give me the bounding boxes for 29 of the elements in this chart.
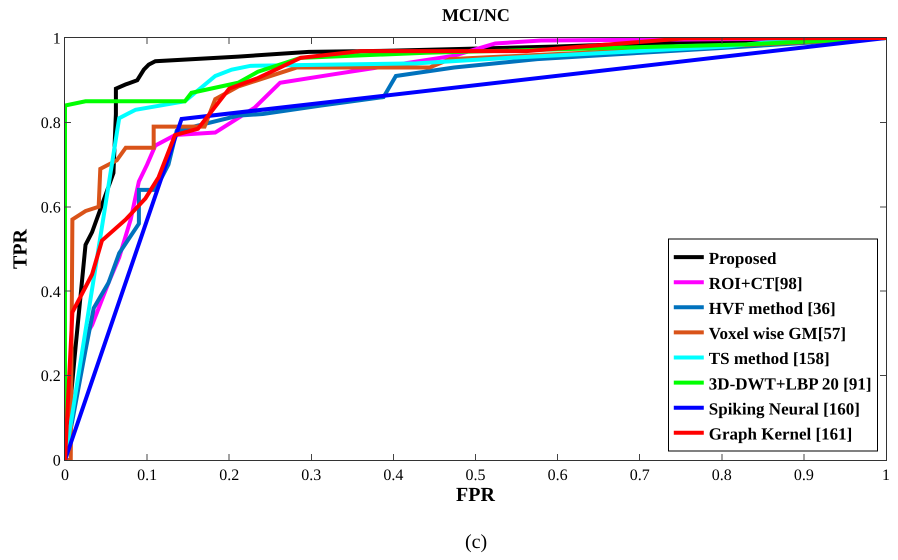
legend-label: Spiking Neural [160] <box>708 399 860 418</box>
x-tick-label: 0.3 <box>301 467 322 484</box>
x-axis-title: FPR <box>456 484 496 506</box>
x-tick-label: 0.5 <box>466 467 486 484</box>
legend-label: HVF method [36] <box>708 298 836 318</box>
y-tick-label: 0.2 <box>40 368 61 386</box>
text: (c) <box>465 531 488 553</box>
legend-label: Proposed <box>708 248 778 268</box>
y-tick-label: 1 <box>52 30 61 48</box>
legend-label: TS method [158] <box>708 349 830 368</box>
y-tick-label: 0.8 <box>40 115 61 132</box>
line-series <box>65 38 886 460</box>
x-tick-label: 0.2 <box>219 467 240 484</box>
legend-label: ROI+CT[98] <box>708 274 803 293</box>
x-tick-label: 0.8 <box>712 467 732 484</box>
legend-label: Voxel wise GM[57] <box>708 324 846 344</box>
x-tick-label: 0.9 <box>794 467 814 484</box>
x-tick-label: 0.6 <box>548 467 568 484</box>
x-tick-label: 1 <box>882 467 890 484</box>
x-tick-label: 0.4 <box>383 467 404 484</box>
x-tick-label: 0.7 <box>630 467 650 484</box>
chart-title: MCI/NC <box>442 5 510 25</box>
y-axis-title: TPR <box>9 228 32 269</box>
y-tick-label: 0.6 <box>40 199 61 216</box>
x-tick-label: 0.1 <box>137 467 158 484</box>
legend-label: 3D-DWT+LBP 20 [91] <box>708 374 872 394</box>
y-tick-label: 0.4 <box>40 284 61 301</box>
legend-label: Graph Kernel [161] <box>708 424 852 444</box>
y-tick-label: 0 <box>52 452 61 470</box>
